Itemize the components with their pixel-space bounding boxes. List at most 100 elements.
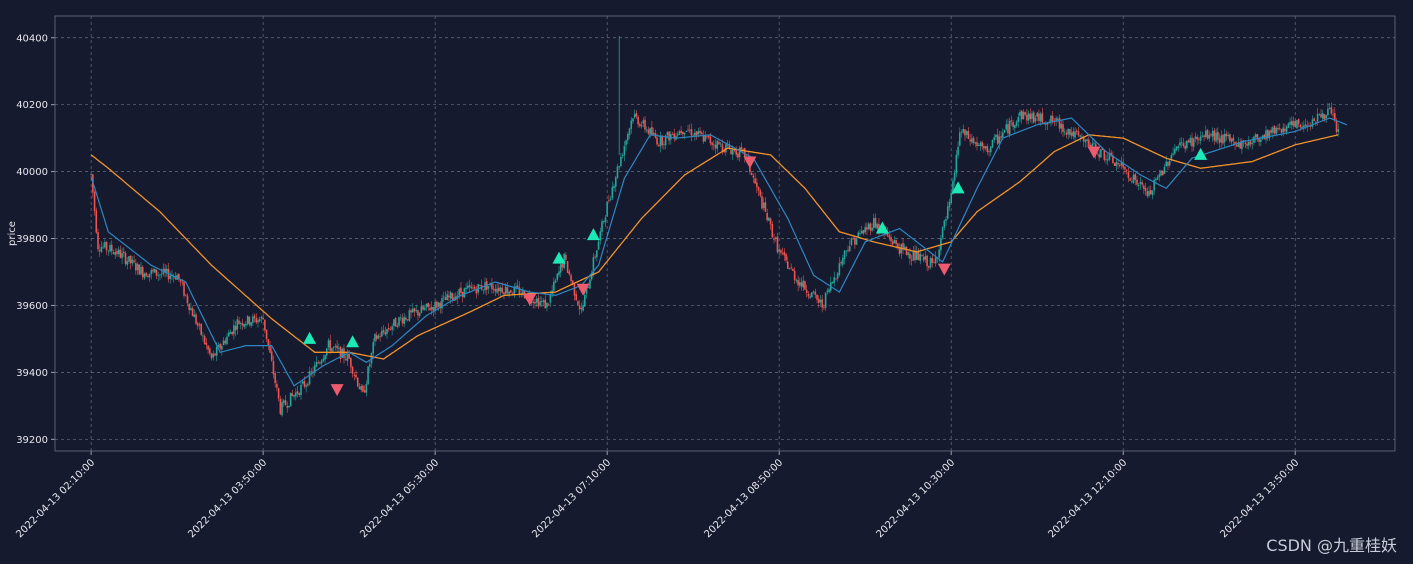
candle-body [503, 292, 505, 295]
candle [553, 277, 555, 297]
candle-body [358, 386, 361, 390]
candle-body [277, 388, 280, 399]
candle [1100, 148, 1102, 158]
candle-body [962, 128, 965, 133]
candle [195, 312, 197, 326]
candle-body [833, 277, 836, 283]
candle-body [1070, 132, 1073, 136]
candle [1177, 144, 1180, 152]
candle [250, 321, 252, 329]
candle-body [582, 305, 584, 311]
candle [771, 221, 774, 239]
candle-body [279, 398, 282, 414]
candle [436, 300, 438, 311]
candle [475, 285, 478, 299]
candle-body [510, 290, 512, 293]
candle [482, 289, 485, 295]
candle [627, 131, 629, 145]
candle-body [336, 345, 338, 349]
candle-body [308, 371, 311, 385]
candle [1012, 119, 1014, 131]
candle-body [840, 262, 842, 264]
candle-body [1143, 185, 1145, 189]
candle-body [398, 317, 400, 326]
candle-body [690, 129, 693, 136]
candle-body [711, 142, 713, 145]
candle [1297, 118, 1300, 128]
candle-body [1321, 113, 1324, 119]
candle [814, 288, 817, 299]
candle [159, 273, 161, 281]
candle [854, 236, 856, 249]
candle-body [1084, 140, 1087, 143]
candle-body [289, 392, 292, 407]
candle [898, 242, 901, 257]
candle-body [981, 141, 983, 147]
candle [706, 136, 708, 140]
candle-body [382, 329, 385, 333]
candle [1105, 154, 1107, 164]
candle-body [212, 353, 215, 358]
candle-body [931, 257, 934, 263]
candle [893, 236, 896, 244]
candle [613, 183, 615, 192]
y-tick-label: 40000 [16, 167, 48, 178]
candle-body [594, 256, 596, 258]
candle-body [1137, 184, 1140, 186]
candle [272, 355, 275, 379]
candle-body [295, 392, 297, 397]
candle-body [1191, 137, 1193, 147]
candle [112, 249, 115, 255]
candle-body [836, 273, 839, 279]
candle [301, 380, 304, 385]
candle [700, 130, 703, 135]
candle-body [229, 332, 232, 334]
candle [98, 244, 101, 257]
candle [921, 254, 923, 257]
candle [929, 256, 932, 270]
candle-body [814, 291, 817, 295]
candle-body [221, 345, 223, 350]
candle-body [952, 180, 954, 195]
candle-body [315, 362, 318, 367]
candle [862, 230, 865, 236]
candle-body [270, 351, 273, 361]
candle-body [726, 144, 729, 146]
candle-body [1144, 187, 1147, 191]
candle-body [159, 274, 161, 276]
candle-body [625, 140, 627, 146]
slow-moving-average-line [90, 134, 1339, 360]
candle [1203, 134, 1205, 142]
candle [245, 320, 247, 329]
candle-body [783, 251, 786, 256]
candle-body [845, 250, 848, 252]
candle-body [785, 254, 787, 261]
candle-body [487, 286, 490, 289]
candle-body [984, 146, 987, 149]
candle [281, 398, 283, 417]
candle-body [1014, 125, 1016, 129]
candle-body [903, 246, 906, 250]
candle [1268, 129, 1271, 142]
candle-body [252, 316, 254, 323]
candle-body [571, 280, 574, 284]
candle-body [1241, 140, 1243, 149]
candle-body [1251, 143, 1254, 144]
candle [1272, 125, 1274, 139]
candle-body [267, 339, 270, 346]
candle-body [694, 132, 696, 136]
candle-body [217, 345, 220, 347]
candle-body [640, 124, 643, 127]
candle [620, 153, 622, 168]
candle [210, 352, 213, 361]
candle [592, 252, 595, 277]
candle [1081, 133, 1083, 138]
candle-body [522, 289, 524, 294]
candle [869, 222, 872, 236]
candle [850, 237, 853, 247]
candle-body [1333, 113, 1336, 121]
candle-body [109, 245, 111, 252]
candle-body [630, 120, 633, 129]
candle [270, 345, 273, 362]
candle [1227, 131, 1229, 140]
